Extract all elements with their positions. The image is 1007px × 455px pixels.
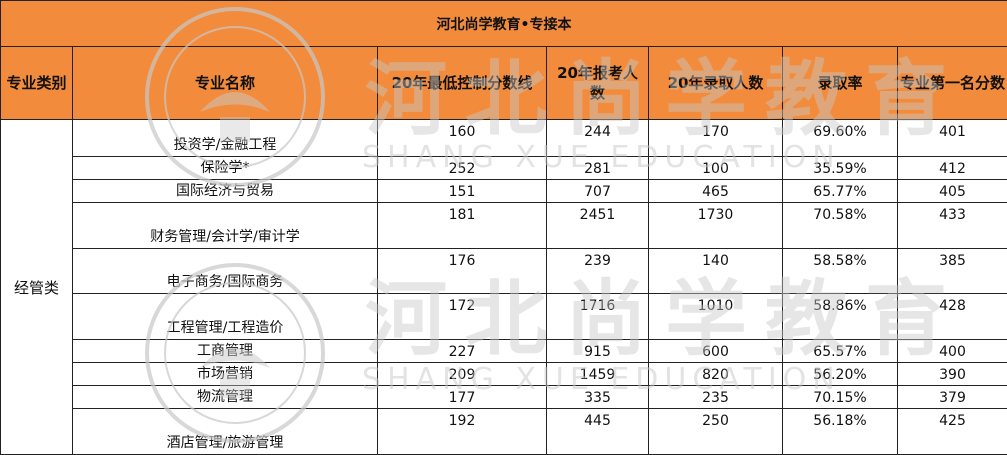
- top-score-cell: 390: [898, 363, 1007, 386]
- applicants-cell: 335: [547, 386, 649, 409]
- top-score-cell: 401: [898, 120, 1007, 157]
- admitted-cell: 600: [649, 340, 783, 363]
- top-score-cell: 400: [898, 340, 1007, 363]
- applicants-cell: 1716: [547, 294, 649, 340]
- header-major-name: 专业名称: [73, 47, 378, 120]
- header-category: 专业类别: [1, 47, 73, 120]
- rate-cell: 35.59%: [783, 157, 898, 180]
- admitted-cell: 465: [649, 180, 783, 203]
- admitted-cell: 250: [649, 409, 783, 455]
- top-score-cell: 385: [898, 249, 1007, 294]
- rate-cell: 65.57%: [783, 340, 898, 363]
- title-row: 河北尚学教育•专接本: [1, 1, 1007, 47]
- applicants-cell: 445: [547, 409, 649, 455]
- min-score-cell: 176: [378, 249, 547, 294]
- admitted-cell: 235: [649, 386, 783, 409]
- major-name-cell: 酒店管理/旅游管理: [73, 409, 378, 455]
- rate-cell: 70.58%: [783, 203, 898, 249]
- top-score-cell: 433: [898, 203, 1007, 249]
- admitted-cell: 820: [649, 363, 783, 386]
- min-score-cell: 252: [378, 157, 547, 180]
- admitted-cell: 170: [649, 120, 783, 157]
- min-score-cell: 227: [378, 340, 547, 363]
- applicants-cell: 239: [547, 249, 649, 294]
- major-name-cell: 物流管理: [73, 386, 378, 409]
- table-title: 河北尚学教育•专接本: [1, 1, 1007, 47]
- top-score-cell: 425: [898, 409, 1007, 455]
- major-name-cell: 保险学*: [73, 157, 378, 180]
- major-name-cell: 财务管理/会计学/审计学: [73, 203, 378, 249]
- header-rate: 录取率: [783, 47, 898, 120]
- top-score-cell: 405: [898, 180, 1007, 203]
- min-score-cell: 192: [378, 409, 547, 455]
- applicants-cell: 281: [547, 157, 649, 180]
- min-score-cell: 160: [378, 120, 547, 157]
- major-name-cell: 电子商务/国际商务: [73, 249, 378, 294]
- header-applicants: 20年报考人数: [547, 47, 649, 120]
- top-score-cell: 412: [898, 157, 1007, 180]
- applicants-cell: 915: [547, 340, 649, 363]
- min-score-cell: 177: [378, 386, 547, 409]
- min-score-cell: 151: [378, 180, 547, 203]
- min-score-cell: 172: [378, 294, 547, 340]
- admitted-cell: 1010: [649, 294, 783, 340]
- rate-cell: 70.15%: [783, 386, 898, 409]
- admitted-cell: 140: [649, 249, 783, 294]
- rate-cell: 58.86%: [783, 294, 898, 340]
- admitted-cell: 1730: [649, 203, 783, 249]
- applicants-cell: 1459: [547, 363, 649, 386]
- rate-cell: 58.58%: [783, 249, 898, 294]
- top-score-cell: 428: [898, 294, 1007, 340]
- major-name-cell: 国际经济与贸易: [73, 180, 378, 203]
- major-name-cell: 工商管理: [73, 340, 378, 363]
- top-score-cell: 379: [898, 386, 1007, 409]
- rate-cell: 56.18%: [783, 409, 898, 455]
- min-score-cell: 209: [378, 363, 547, 386]
- rate-cell: 69.60%: [783, 120, 898, 157]
- major-name-cell: 投资学/金融工程: [73, 120, 378, 157]
- admitted-cell: 100: [649, 157, 783, 180]
- header-top-score: 专业第一名分数: [898, 47, 1007, 120]
- min-score-cell: 181: [378, 203, 547, 249]
- header-min-score: 20年最低控制分数线: [378, 47, 547, 120]
- header-row: 专业类别 专业名称 20年最低控制分数线 20年报考人数 20年录取人数 录取率…: [1, 47, 1007, 120]
- header-admitted: 20年录取人数: [649, 47, 783, 120]
- rate-cell: 65.77%: [783, 180, 898, 203]
- major-name-cell: 市场营销: [73, 363, 378, 386]
- major-name-cell: 工程管理/工程造价: [73, 294, 378, 340]
- applicants-cell: 244: [547, 120, 649, 157]
- applicants-cell: 2451: [547, 203, 649, 249]
- applicants-cell: 707: [547, 180, 649, 203]
- rate-cell: 56.20%: [783, 363, 898, 386]
- category-cell: 经管类: [1, 120, 73, 455]
